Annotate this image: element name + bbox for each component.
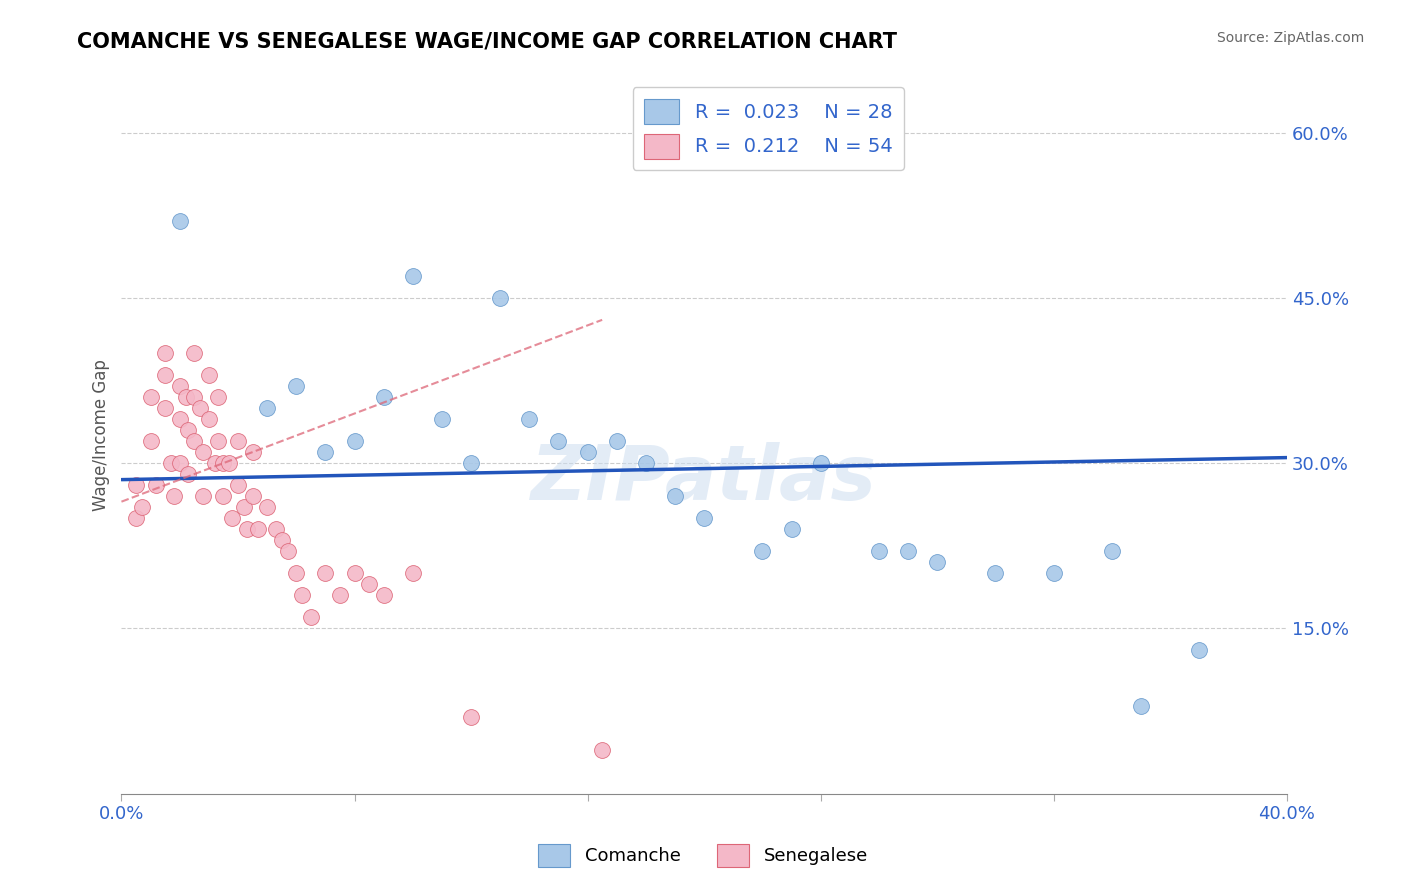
Point xyxy=(299,610,322,624)
Point xyxy=(242,489,264,503)
Point xyxy=(314,445,336,459)
Point xyxy=(547,434,569,448)
Point xyxy=(270,533,292,548)
Point xyxy=(402,268,425,283)
Point xyxy=(242,445,264,459)
Point xyxy=(218,456,240,470)
Point xyxy=(226,478,249,492)
Point xyxy=(177,467,200,482)
Point xyxy=(780,522,803,536)
Point xyxy=(430,412,453,426)
Point xyxy=(314,566,336,581)
Point xyxy=(285,566,308,581)
Point xyxy=(634,456,657,470)
Point xyxy=(204,456,226,470)
Point xyxy=(160,456,183,470)
Y-axis label: Wage/Income Gap: Wage/Income Gap xyxy=(93,359,110,511)
Point xyxy=(489,291,512,305)
Point xyxy=(191,445,214,459)
Point xyxy=(343,434,366,448)
Point xyxy=(343,566,366,581)
Point xyxy=(591,742,613,756)
Point xyxy=(868,544,890,558)
Point xyxy=(247,522,270,536)
Point xyxy=(276,544,298,558)
Point xyxy=(373,588,395,602)
Point xyxy=(125,511,148,525)
Point xyxy=(212,456,235,470)
Point xyxy=(1130,698,1153,713)
Point xyxy=(606,434,628,448)
Point xyxy=(693,511,716,525)
Point xyxy=(226,434,249,448)
Point xyxy=(402,566,425,581)
Point xyxy=(810,456,832,470)
Point xyxy=(291,588,314,602)
Point xyxy=(183,346,205,360)
Text: Source: ZipAtlas.com: Source: ZipAtlas.com xyxy=(1216,31,1364,45)
Point xyxy=(183,434,205,448)
Point xyxy=(139,434,162,448)
Point xyxy=(1188,643,1211,657)
Point xyxy=(517,412,540,426)
Point xyxy=(264,522,287,536)
Point xyxy=(256,401,278,415)
Point xyxy=(664,489,686,503)
Point xyxy=(198,368,221,382)
Point xyxy=(460,456,482,470)
Point xyxy=(153,401,176,415)
Point xyxy=(183,390,205,404)
Point xyxy=(256,500,278,515)
Point xyxy=(153,368,176,382)
Point xyxy=(751,544,773,558)
Point xyxy=(460,709,482,723)
Text: ZIPatlas: ZIPatlas xyxy=(531,442,877,516)
Point xyxy=(174,390,197,404)
Point xyxy=(232,500,254,515)
Legend: Comanche, Senegalese: Comanche, Senegalese xyxy=(530,837,876,874)
Point xyxy=(131,500,153,515)
Point xyxy=(212,489,235,503)
Point xyxy=(169,213,191,227)
Point xyxy=(145,478,167,492)
Point xyxy=(169,379,191,393)
Point xyxy=(576,445,599,459)
Point xyxy=(169,412,191,426)
Point xyxy=(207,434,229,448)
Point xyxy=(191,489,214,503)
Point xyxy=(897,544,920,558)
Point xyxy=(207,390,229,404)
Point xyxy=(153,346,176,360)
Point xyxy=(984,566,1007,581)
Point xyxy=(927,555,949,569)
Point xyxy=(139,390,162,404)
Point xyxy=(1101,544,1123,558)
Point xyxy=(125,478,148,492)
Point xyxy=(221,511,243,525)
Point xyxy=(169,456,191,470)
Point xyxy=(285,379,308,393)
Point xyxy=(1042,566,1064,581)
Point xyxy=(177,423,200,437)
Text: COMANCHE VS SENEGALESE WAGE/INCOME GAP CORRELATION CHART: COMANCHE VS SENEGALESE WAGE/INCOME GAP C… xyxy=(77,31,897,51)
Point xyxy=(188,401,211,415)
Point xyxy=(359,577,381,591)
Point xyxy=(163,489,186,503)
Point xyxy=(198,412,221,426)
Point xyxy=(373,390,395,404)
Point xyxy=(329,588,352,602)
Point xyxy=(235,522,257,536)
Legend: R =  0.023    N = 28, R =  0.212    N = 54: R = 0.023 N = 28, R = 0.212 N = 54 xyxy=(633,87,904,170)
